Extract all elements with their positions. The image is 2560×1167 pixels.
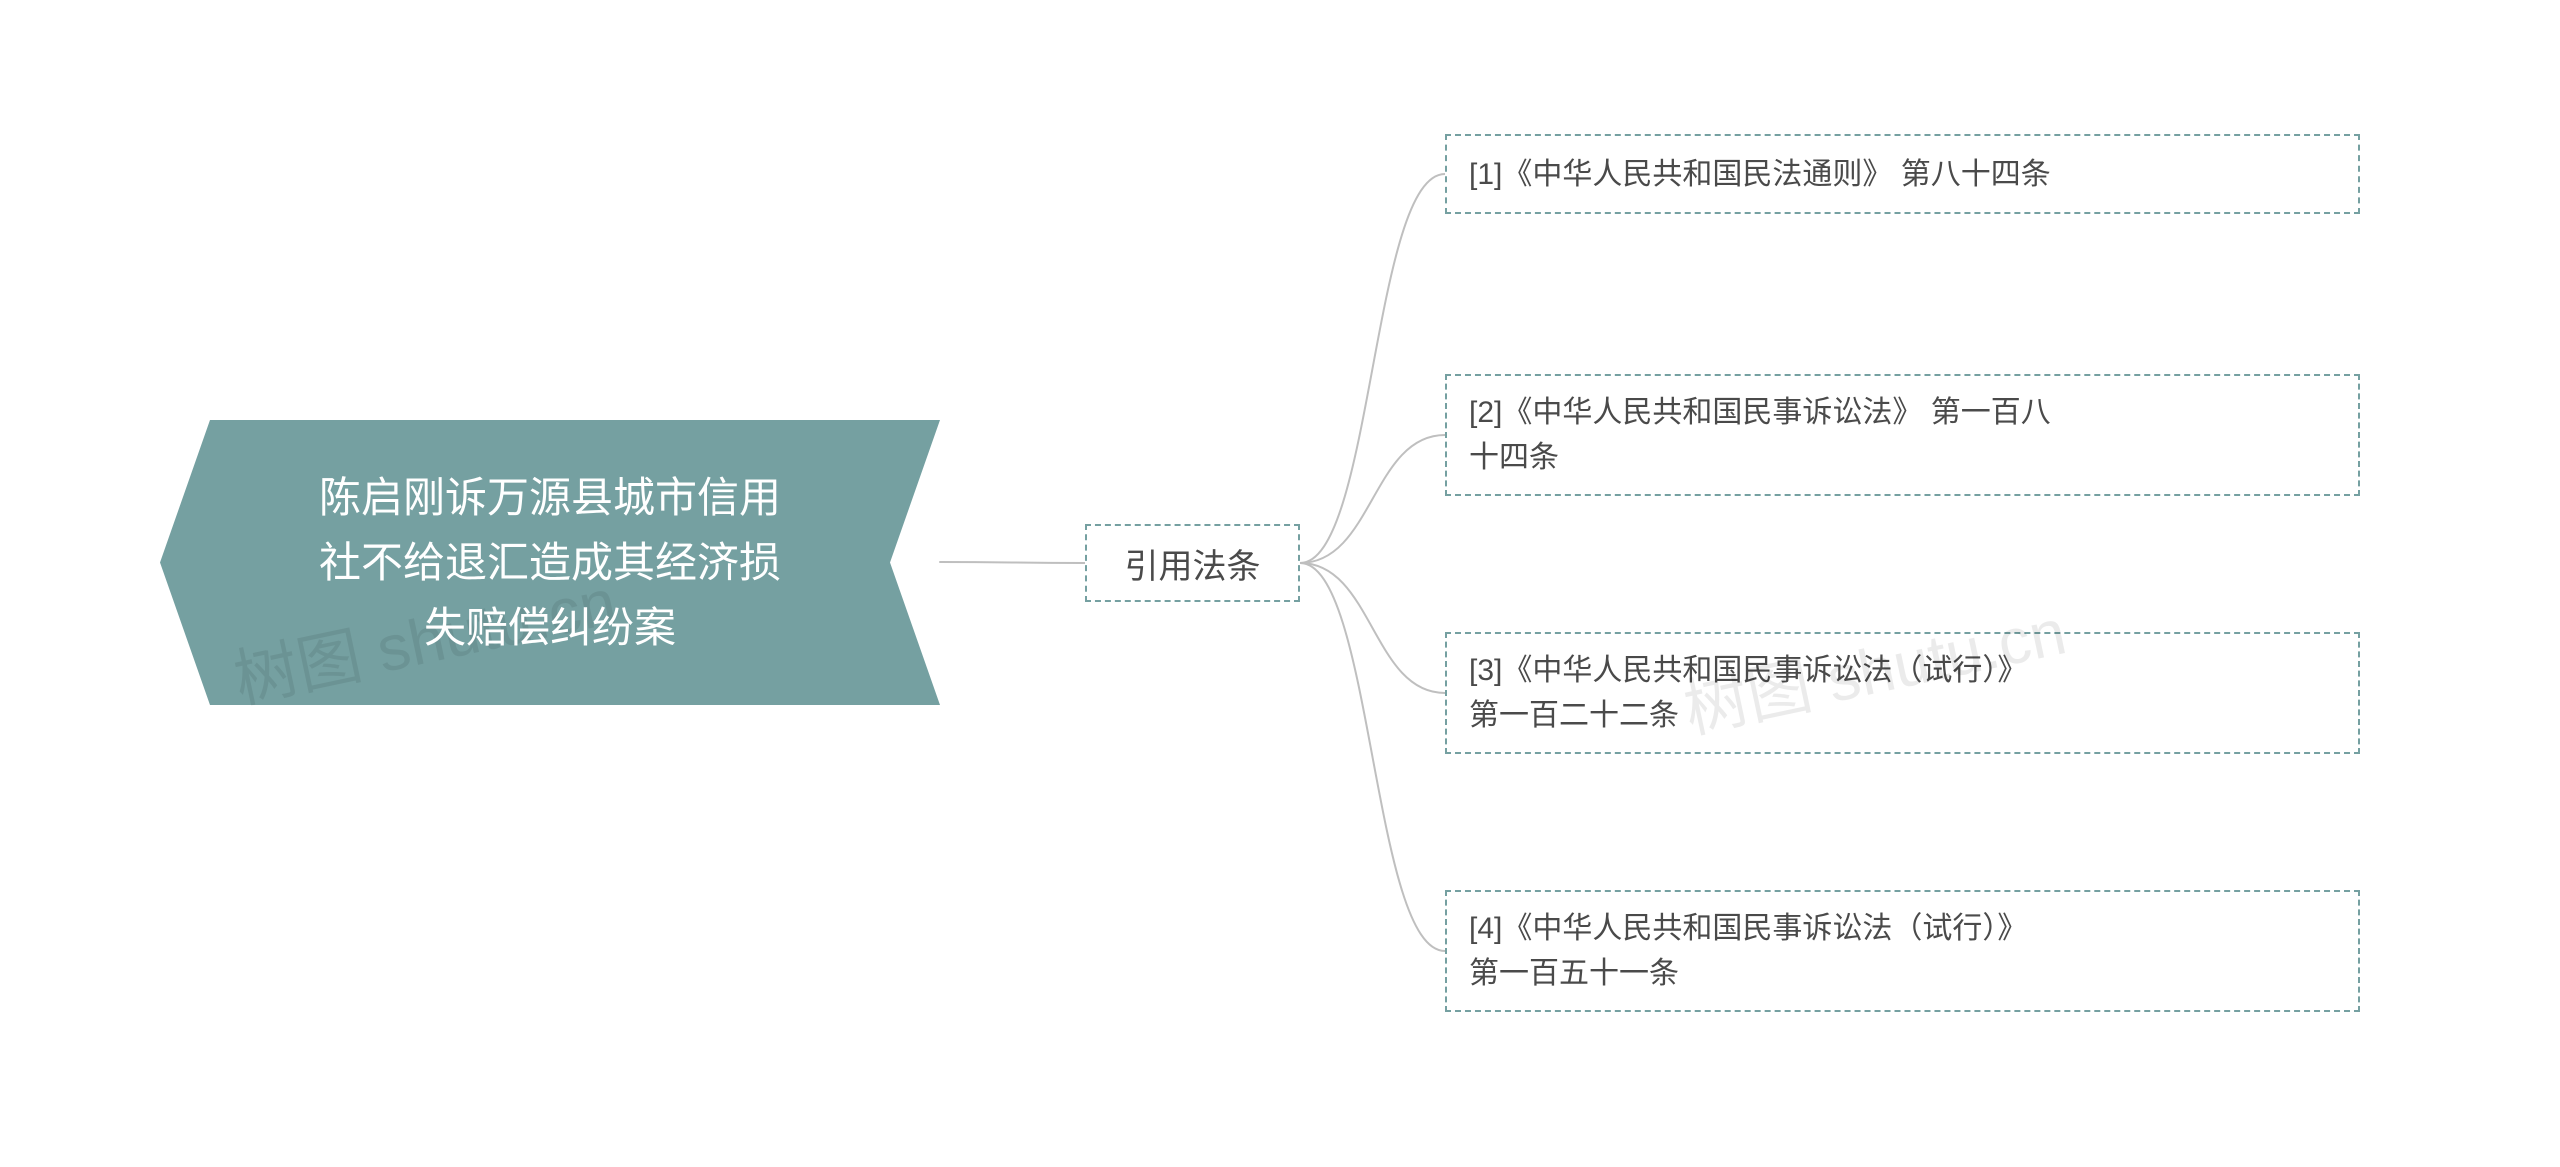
leaf-node: [3]《中华人民共和国民事诉讼法（试行）》第一百二十二条 [1445,632,2360,754]
mid-text: 引用法条 [1125,539,1261,588]
leaf-node: [1]《中华人民共和国民法通则》 第八十四条 [1445,134,2360,214]
leaf-node: [2]《中华人民共和国民事诉讼法》 第一百八十四条 [1445,374,2360,496]
leaf-text: [4]《中华人民共和国民事诉讼法（试行）》第一百五十一条 [1469,906,2027,996]
leaf-node: [4]《中华人民共和国民事诉讼法（试行）》第一百五十一条 [1445,890,2360,1012]
leaf-text: [1]《中华人民共和国民法通则》 第八十四条 [1469,152,2051,197]
leaf-text: [3]《中华人民共和国民事诉讼法（试行）》第一百二十二条 [1469,648,2027,738]
mindmap-canvas: 陈启刚诉万源县城市信用社不给退汇造成其经济损失赔偿纠纷案 引用法条 [1]《中华… [0,0,2560,1167]
root-node: 陈启刚诉万源县城市信用社不给退汇造成其经济损失赔偿纠纷案 [160,420,940,705]
leaf-text: [2]《中华人民共和国民事诉讼法》 第一百八十四条 [1469,390,2051,480]
mid-node: 引用法条 [1085,524,1300,602]
root-text: 陈启刚诉万源县城市信用社不给退汇造成其经济损失赔偿纠纷案 [269,465,831,660]
